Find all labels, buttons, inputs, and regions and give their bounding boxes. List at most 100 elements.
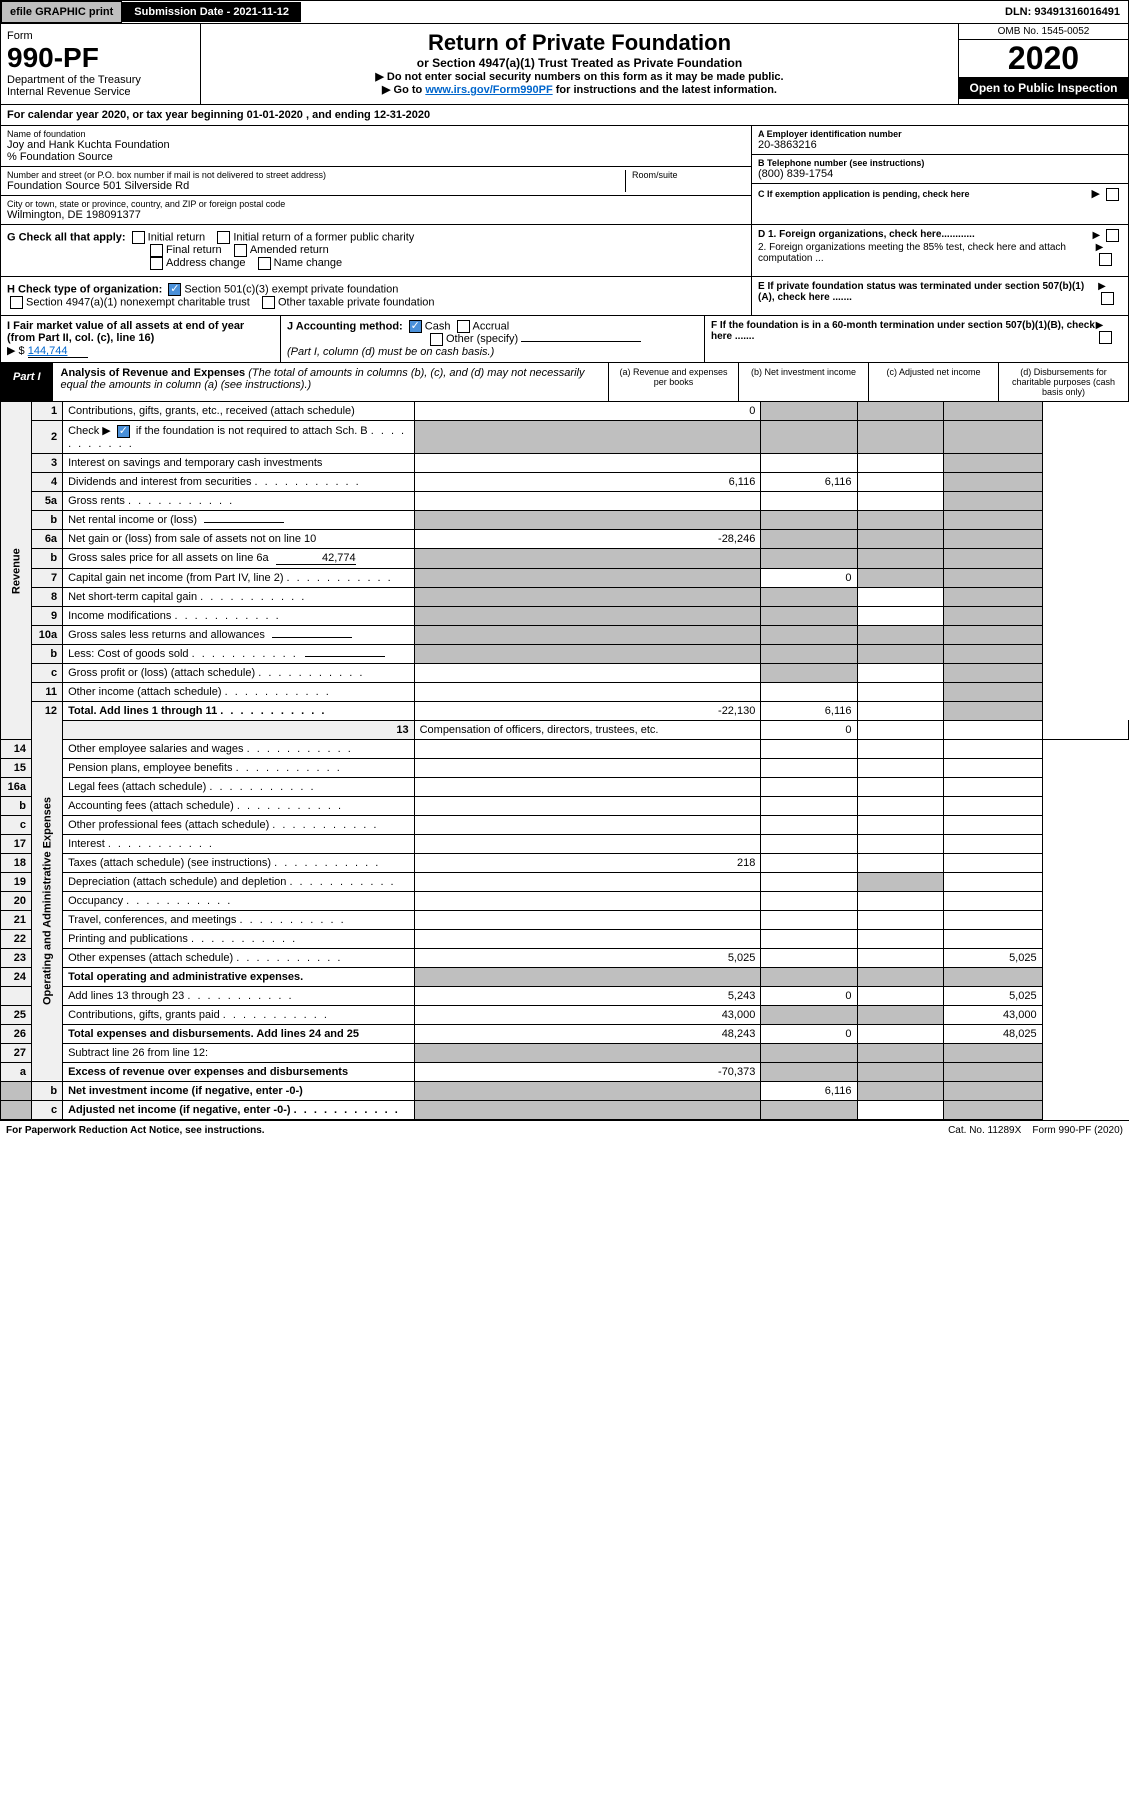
c-checkbox[interactable] bbox=[1106, 188, 1119, 201]
page-footer: For Paperwork Reduction Act Notice, see … bbox=[0, 1120, 1129, 1140]
line-12: Total. Add lines 1 through 11 bbox=[63, 701, 415, 720]
street-address: Foundation Source 501 Silverside Rd bbox=[7, 180, 625, 192]
line-20: Occupancy bbox=[63, 891, 415, 910]
line-24: Total operating and administrative expen… bbox=[63, 967, 415, 986]
j-cash-checkbox[interactable] bbox=[409, 320, 422, 333]
f-checkbox[interactable] bbox=[1099, 331, 1112, 344]
g-former-checkbox[interactable] bbox=[217, 231, 230, 244]
l1-a: 0 bbox=[414, 402, 761, 421]
fmv-accounting-row: I Fair market value of all assets at end… bbox=[0, 316, 1129, 363]
col-b-header: (b) Net investment income bbox=[738, 363, 868, 401]
g-final-checkbox[interactable] bbox=[150, 244, 163, 257]
l7-b: 0 bbox=[761, 568, 857, 587]
expense-side-label: Operating and Administrative Expenses bbox=[32, 720, 63, 1081]
entity-info: Name of foundation Joy and Hank Kuchta F… bbox=[0, 126, 1129, 225]
l12-a: -22,130 bbox=[414, 701, 761, 720]
part1-title: Analysis of Revenue and Expenses bbox=[61, 367, 246, 379]
line-11: Other income (attach schedule) bbox=[63, 682, 415, 701]
line-21: Travel, conferences, and meetings bbox=[63, 910, 415, 929]
e-checkbox[interactable] bbox=[1101, 292, 1114, 305]
line-17: Interest bbox=[63, 834, 415, 853]
fmv-value[interactable]: 144,744 bbox=[28, 345, 88, 358]
revenue-expense-table: Revenue 1Contributions, gifts, grants, e… bbox=[0, 402, 1129, 1120]
l26-b: 0 bbox=[761, 1024, 857, 1043]
col-c-header: (c) Adjusted net income bbox=[868, 363, 998, 401]
paperwork-notice: For Paperwork Reduction Act Notice, see … bbox=[6, 1125, 265, 1136]
omb-number: OMB No. 1545-0052 bbox=[959, 24, 1128, 40]
line-23: Other expenses (attach schedule) bbox=[63, 948, 415, 967]
l27b-b: 6,116 bbox=[761, 1081, 857, 1100]
efile-print-button[interactable]: efile GRAPHIC print bbox=[1, 1, 122, 23]
l4-b: 6,116 bbox=[761, 472, 857, 491]
d2-label: 2. Foreign organizations meeting the 85%… bbox=[758, 242, 1096, 266]
phone-value: (800) 839-1754 bbox=[758, 168, 1122, 180]
l6a-a: -28,246 bbox=[414, 529, 761, 548]
j-other-checkbox[interactable] bbox=[430, 333, 443, 346]
g-address-checkbox[interactable] bbox=[150, 257, 163, 270]
submission-date: Submission Date - 2021-11-12 bbox=[122, 2, 301, 22]
room-label: Room/suite bbox=[632, 170, 745, 180]
line-7: Capital gain net income (from Part IV, l… bbox=[63, 568, 415, 587]
line-6a: Net gain or (loss) from sale of assets n… bbox=[63, 529, 415, 548]
open-inspection: Open to Public Inspection bbox=[959, 77, 1128, 99]
l26-a: 48,243 bbox=[414, 1024, 761, 1043]
l23-a: 5,025 bbox=[414, 948, 761, 967]
d1-checkbox[interactable] bbox=[1106, 229, 1119, 242]
line-13: Compensation of officers, directors, tru… bbox=[414, 720, 761, 739]
schb-checkbox[interactable] bbox=[117, 425, 130, 438]
form-header: Form 990-PF Department of the Treasury I… bbox=[0, 24, 1129, 105]
c-label: C If exemption application is pending, c… bbox=[758, 189, 970, 199]
j-label: J Accounting method: bbox=[287, 320, 403, 332]
h-other-checkbox[interactable] bbox=[262, 296, 275, 309]
irs-link[interactable]: www.irs.gov/Form990PF bbox=[425, 84, 552, 96]
line-16a: Legal fees (attach schedule) bbox=[63, 777, 415, 796]
j-accrual-checkbox[interactable] bbox=[457, 320, 470, 333]
h-4947-checkbox[interactable] bbox=[10, 296, 23, 309]
line-25: Contributions, gifts, grants paid bbox=[63, 1005, 415, 1024]
line-5a: Gross rents bbox=[63, 491, 415, 510]
line-24b: Add lines 13 through 23 bbox=[63, 986, 415, 1005]
irs-label: Internal Revenue Service bbox=[7, 86, 194, 98]
l4-a: 6,116 bbox=[414, 472, 761, 491]
l12-b: 6,116 bbox=[761, 701, 857, 720]
line-19: Depreciation (attach schedule) and deple… bbox=[63, 872, 415, 891]
calendar-year-row: For calendar year 2020, or tax year begi… bbox=[0, 105, 1129, 126]
line-5b: Net rental income or (loss) bbox=[63, 510, 415, 529]
phone-label: B Telephone number (see instructions) bbox=[758, 158, 1122, 168]
g-initial-checkbox[interactable] bbox=[132, 231, 145, 244]
line-16b: Accounting fees (attach schedule) bbox=[63, 796, 415, 815]
line-18: Taxes (attach schedule) (see instruction… bbox=[63, 853, 415, 872]
i-label: I Fair market value of all assets at end… bbox=[7, 320, 244, 344]
l26-d: 48,025 bbox=[943, 1024, 1042, 1043]
line-4: Dividends and interest from securities bbox=[63, 472, 415, 491]
d2-checkbox[interactable] bbox=[1099, 253, 1112, 266]
form-subtitle: or Section 4947(a)(1) Trust Treated as P… bbox=[207, 56, 952, 70]
part1-header: Part I Analysis of Revenue and Expenses … bbox=[0, 363, 1129, 402]
l25-a: 43,000 bbox=[414, 1005, 761, 1024]
col-a-header: (a) Revenue and expenses per books bbox=[608, 363, 738, 401]
line-27a: Excess of revenue over expenses and disb… bbox=[63, 1062, 415, 1081]
part1-label: Part I bbox=[1, 363, 53, 401]
city-state-zip: Wilmington, DE 198091377 bbox=[7, 209, 745, 221]
cat-no: Cat. No. 11289X bbox=[948, 1125, 1021, 1136]
e-label: E If private foundation status was termi… bbox=[758, 281, 1098, 305]
name-label: Name of foundation bbox=[7, 129, 745, 139]
form-title: Return of Private Foundation bbox=[207, 30, 952, 56]
g-label: G Check all that apply: bbox=[7, 231, 126, 243]
g-name-checkbox[interactable] bbox=[258, 257, 271, 270]
line-27b: Net investment income (if negative, ente… bbox=[63, 1081, 415, 1100]
line-10a: Gross sales less returns and allowances bbox=[63, 625, 415, 644]
j-note: (Part I, column (d) must be on cash basi… bbox=[287, 346, 494, 358]
line-1: Contributions, gifts, grants, etc., rece… bbox=[63, 402, 415, 421]
instruction-2: ▶ Go to www.irs.gov/Form990PF for instru… bbox=[207, 83, 952, 96]
line-10b: Less: Cost of goods sold bbox=[63, 644, 415, 663]
revenue-side-label: Revenue bbox=[1, 402, 32, 739]
dln: DLN: 93491316016491 bbox=[997, 2, 1128, 22]
l24-d: 5,025 bbox=[943, 986, 1042, 1005]
l13-a: 0 bbox=[761, 720, 857, 739]
g-amended-checkbox[interactable] bbox=[234, 244, 247, 257]
f-label: F If the foundation is in a 60-month ter… bbox=[711, 320, 1096, 344]
line-27: Subtract line 26 from line 12: bbox=[63, 1043, 415, 1062]
h-501c3-checkbox[interactable] bbox=[168, 283, 181, 296]
h-label: H Check type of organization: bbox=[7, 283, 162, 295]
